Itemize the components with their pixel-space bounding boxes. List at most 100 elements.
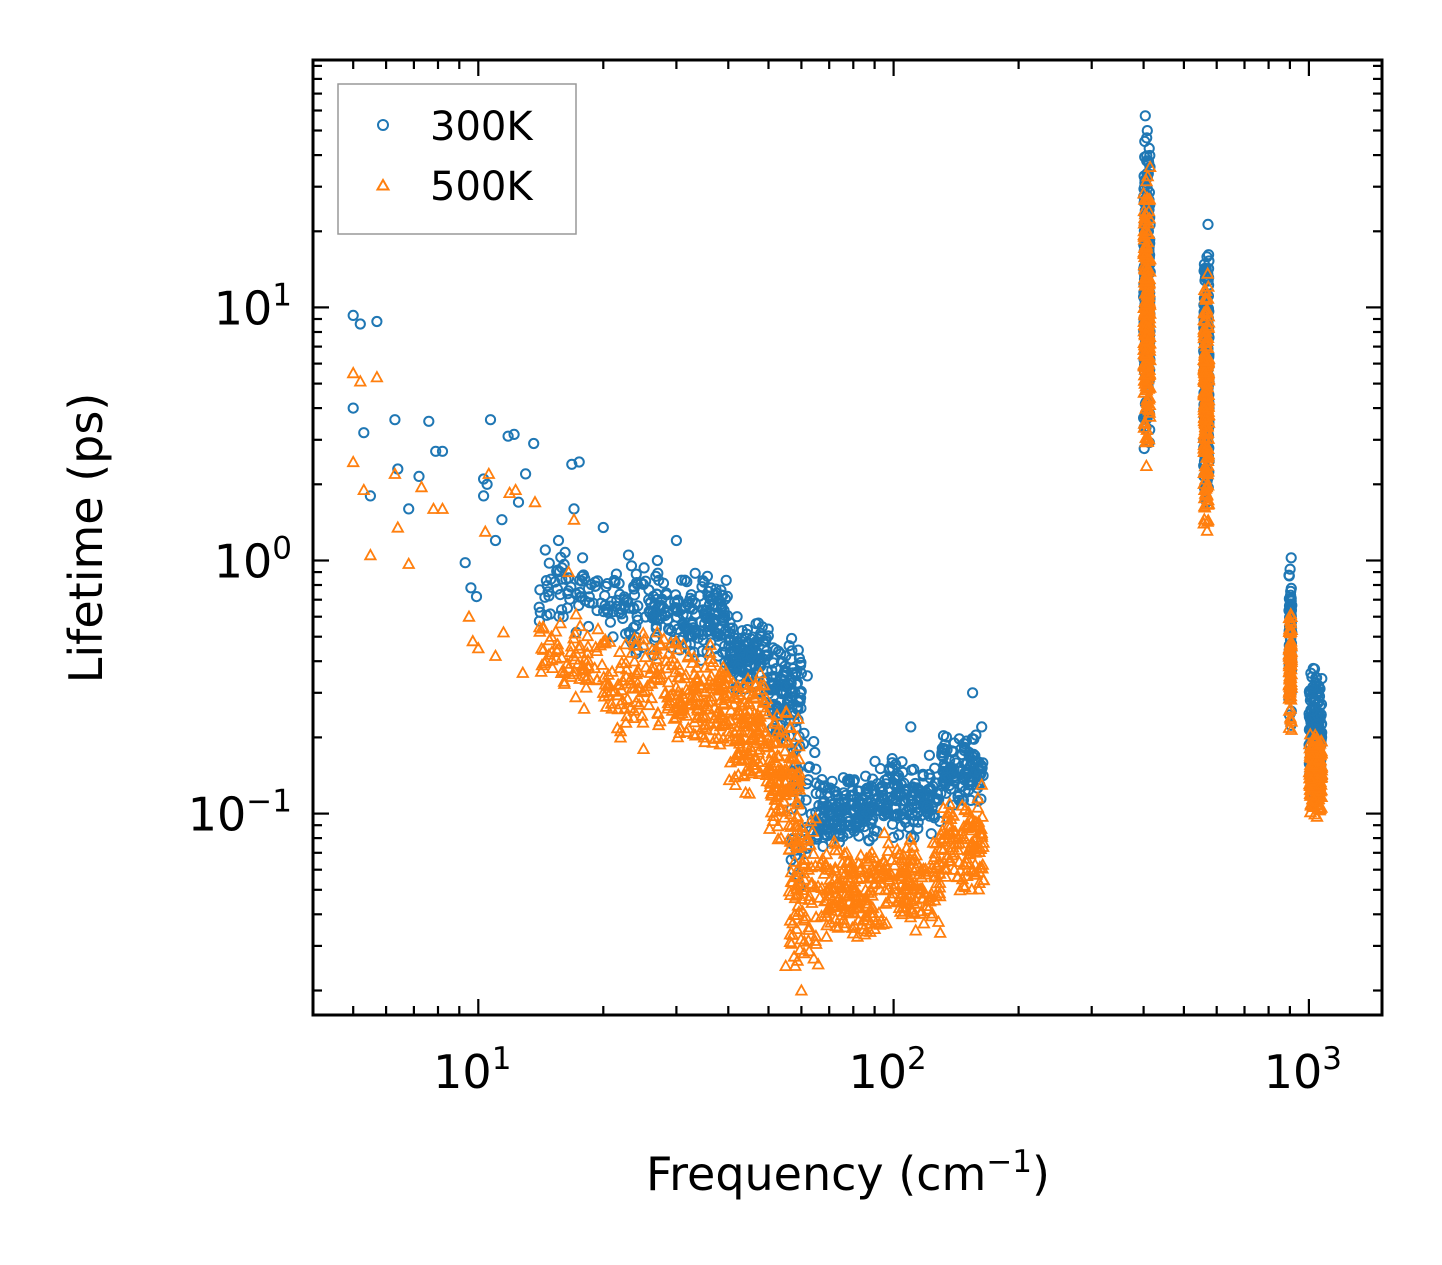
data-point-500k [854, 848, 868, 861]
data-point-500k [1138, 376, 1152, 389]
data-point-300k [869, 755, 881, 768]
data-point-500k [544, 629, 559, 642]
data-point-500k [545, 653, 559, 666]
data-point-300k [854, 785, 866, 797]
x-tick-label: 101 [433, 1041, 511, 1099]
data-point-300k [347, 402, 359, 414]
data-point-500k [1308, 807, 1322, 820]
data-point-300k [436, 445, 449, 457]
data-point-300k [478, 490, 490, 502]
data-point-500k [1136, 342, 1151, 355]
data-point-300k [489, 534, 502, 547]
data-point-500k [651, 705, 665, 718]
data-point-500k [414, 480, 429, 493]
data-point-300k [762, 623, 774, 635]
data-point-300k [1144, 149, 1156, 162]
data-point-500k [747, 690, 762, 703]
data-point-500k [865, 888, 880, 901]
data-point-500k [590, 643, 604, 656]
data-point-500k [792, 827, 807, 841]
data-point-300k [704, 618, 717, 630]
data-point-500k [1197, 368, 1212, 382]
data-point-500k [765, 758, 779, 771]
legend-label-300k: 300K [430, 104, 534, 150]
data-point-500k [1197, 409, 1212, 423]
data-point-300k [685, 589, 697, 601]
data-point-500k [722, 729, 736, 742]
data-point-500k [686, 726, 701, 739]
data-point-500k [837, 916, 852, 929]
data-point-500k [729, 684, 744, 697]
data-point-500k [1142, 280, 1156, 293]
data-point-300k [948, 763, 960, 775]
data-point-500k [568, 626, 582, 639]
data-point-500k [787, 854, 802, 867]
data-point-300k [568, 503, 580, 515]
data-point-500k [1283, 626, 1298, 639]
data-point-300k [755, 631, 767, 643]
data-point-500k [815, 880, 829, 893]
data-point-500k [790, 833, 805, 846]
data-point-500k [629, 666, 644, 680]
data-point-500k [496, 625, 511, 638]
data-point-500k [768, 716, 782, 729]
data-point-500k [965, 820, 980, 833]
data-point-300k [730, 653, 742, 665]
data-point-500k [790, 773, 805, 786]
data-point-500k [388, 466, 402, 479]
data-point-500k [715, 670, 730, 683]
data-point-500k [792, 752, 806, 765]
data-point-500k [832, 895, 847, 909]
data-point-500k [974, 827, 989, 840]
data-point-500k [722, 772, 737, 786]
data-point-500k [636, 626, 650, 639]
data-point-500k [785, 759, 800, 772]
data-point-500k [681, 696, 696, 709]
data-point-500k [717, 696, 732, 709]
data-point-300k [628, 621, 640, 634]
data-point-300k [709, 616, 722, 628]
data-point-500k [936, 842, 951, 855]
data-point-500k [730, 747, 744, 760]
data-point-500k [1141, 434, 1155, 448]
data-point-500k [604, 683, 618, 696]
data-point-500k [972, 875, 987, 888]
data-point-500k [1199, 450, 1214, 463]
data-point-300k [613, 577, 625, 590]
data-point-500k [968, 857, 982, 870]
y-tick-label: 100 [214, 531, 292, 589]
data-point-300k [885, 791, 897, 803]
data-point-300k [656, 599, 668, 612]
data-point-300k [528, 437, 540, 450]
data-point-500k [788, 771, 802, 784]
data-point-500k [1137, 249, 1152, 263]
data-point-500k [596, 670, 611, 683]
data-point-300k [566, 458, 578, 470]
data-point-500k [1138, 213, 1153, 226]
data-point-300k [697, 634, 709, 646]
data-point-500k [577, 701, 591, 714]
data-point-500k [1140, 328, 1154, 341]
data-point-500k [636, 685, 650, 698]
data-point-500k [528, 495, 542, 508]
data-point-500k [946, 845, 961, 858]
data-point-300k [967, 687, 979, 699]
data-point-300k [628, 589, 641, 601]
data-point-300k [964, 752, 976, 764]
data-point-300k [1306, 705, 1318, 717]
data-point-500k [561, 565, 576, 578]
data-point-500k [681, 648, 696, 661]
data-point-300k [689, 567, 701, 579]
data-point-300k [556, 573, 568, 585]
data-point-500k [601, 677, 616, 690]
data-point-500k [794, 891, 809, 904]
data-point-300k [813, 799, 825, 812]
data-point-500k [1283, 691, 1298, 704]
data-point-500k [401, 556, 416, 569]
data-point-300k [508, 428, 520, 440]
data-point-500k [802, 888, 817, 901]
data-point-300k [423, 415, 435, 427]
data-point-500k [811, 957, 825, 970]
data-point-300k [1311, 718, 1323, 731]
data-point-300k [733, 662, 745, 675]
